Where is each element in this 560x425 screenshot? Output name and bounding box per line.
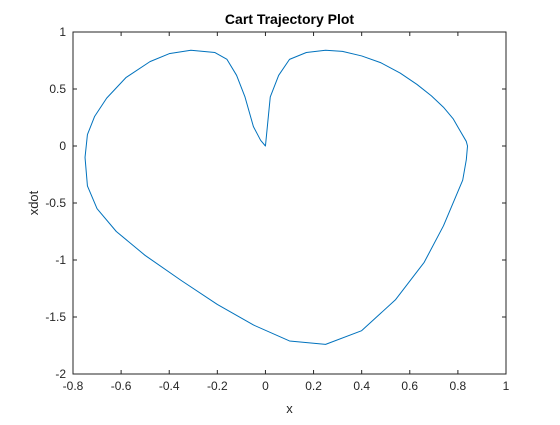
y-tick-label: 0 — [59, 139, 66, 153]
x-tick-label: 0 — [262, 379, 269, 393]
x-axis-label: x — [286, 401, 293, 416]
x-tick-label: -0.8 — [63, 379, 84, 393]
x-tick-label: 0.2 — [305, 379, 322, 393]
chart-title: Cart Trajectory Plot — [225, 11, 354, 27]
x-tick-label: 0.4 — [353, 379, 370, 393]
y-tick-label: -0.5 — [45, 196, 66, 210]
x-tick-label: -0.6 — [111, 379, 132, 393]
y-axis-ticks: -2 -1.5 -1 -0.5 0 0.5 1 — [45, 25, 506, 381]
y-tick-label: -1 — [55, 253, 66, 267]
y-tick-label: 1 — [59, 25, 66, 39]
y-tick-label: -2 — [55, 367, 66, 381]
plot-area — [73, 32, 506, 374]
x-tick-label: 1 — [503, 379, 510, 393]
trajectory-line — [84, 49, 469, 345]
x-tick-label: 0.6 — [401, 379, 418, 393]
x-tick-label: 0.8 — [450, 379, 467, 393]
y-tick-label: -1.5 — [45, 310, 66, 324]
y-tick-label: 0.5 — [49, 82, 66, 96]
x-axis-ticks: -0.8 -0.6 -0.4 -0.2 0 0.2 0.4 0.6 0.8 1 — [63, 32, 510, 393]
y-axis-label: xdot — [26, 190, 41, 215]
x-tick-label: -0.2 — [207, 379, 228, 393]
axes-box — [72, 31, 507, 375]
x-tick-label: -0.4 — [159, 379, 180, 393]
